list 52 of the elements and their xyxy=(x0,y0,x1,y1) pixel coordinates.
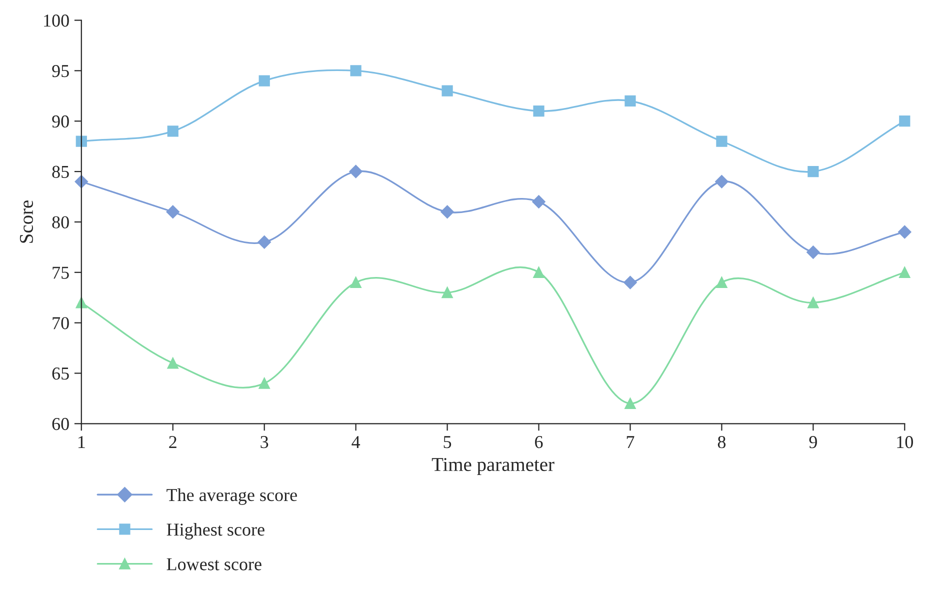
point xyxy=(258,236,271,249)
point xyxy=(350,276,362,288)
x-tick-label: 9 xyxy=(809,436,817,448)
point xyxy=(532,195,546,208)
point xyxy=(258,378,270,389)
y-tick-label: 70 xyxy=(52,317,69,330)
y-tick-label: 85 xyxy=(52,166,69,178)
x-tick-label: 6 xyxy=(535,436,543,448)
point xyxy=(167,126,178,137)
y-tick-label: 80 xyxy=(52,216,69,228)
y-tick-label: 100 xyxy=(44,14,69,27)
point xyxy=(624,276,637,290)
point xyxy=(442,287,453,298)
x-tick-label: 7 xyxy=(626,436,634,448)
x-tick-label: 5 xyxy=(444,436,452,448)
point xyxy=(624,398,636,410)
point xyxy=(806,246,820,259)
point xyxy=(533,266,544,278)
legend-label: Lowest score xyxy=(166,558,262,570)
y-tick-label: 65 xyxy=(52,368,69,380)
legend-label: The average score xyxy=(166,488,297,505)
y-axis-title: Score xyxy=(20,200,34,243)
point xyxy=(350,65,362,76)
point xyxy=(715,175,728,188)
point xyxy=(442,85,453,96)
x-tick-label: 8 xyxy=(718,436,726,448)
point xyxy=(533,105,544,117)
point xyxy=(808,166,819,178)
y-tick-label: 60 xyxy=(52,418,69,430)
x-tick-label: 2 xyxy=(169,436,176,448)
point xyxy=(76,136,87,147)
point xyxy=(716,276,728,288)
point xyxy=(440,205,454,218)
point xyxy=(899,116,910,127)
y-tick-label: 90 xyxy=(52,115,69,128)
legend-label: Highest score xyxy=(166,523,264,540)
x-axis-title: Time parameter xyxy=(432,458,554,476)
point xyxy=(166,205,180,218)
x-tick-label: 10 xyxy=(897,436,913,448)
point xyxy=(808,297,819,308)
y-tick-label: 75 xyxy=(52,266,69,279)
point xyxy=(716,136,728,147)
x-tick-label: 3 xyxy=(260,436,268,448)
point xyxy=(258,75,270,86)
point xyxy=(898,225,912,239)
point xyxy=(349,164,362,178)
point xyxy=(899,266,910,278)
y-tick-label: 95 xyxy=(52,64,69,78)
point xyxy=(624,95,636,106)
x-tick-label: 4 xyxy=(352,436,360,448)
point xyxy=(167,358,178,369)
x-tick-label: 1 xyxy=(78,436,85,448)
